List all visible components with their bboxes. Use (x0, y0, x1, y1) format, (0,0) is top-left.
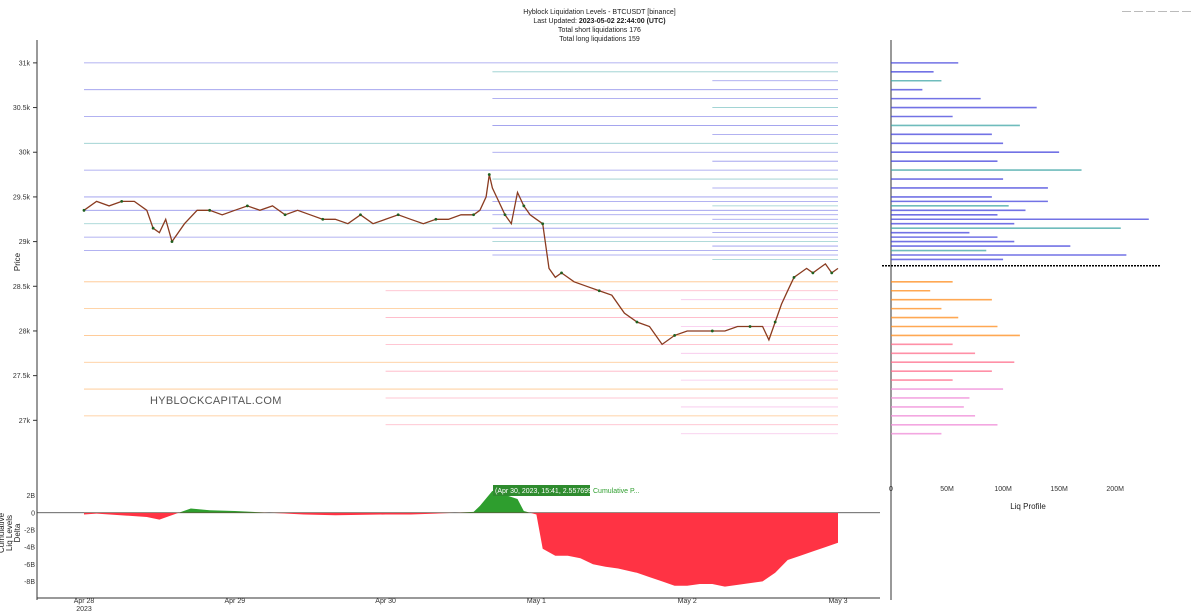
y-tick-label: 28k (19, 328, 31, 335)
delta-y-tick-label: -6B (24, 562, 35, 569)
hover-tooltip: (Apr 30, 2023, 15:41, 2.557699B)Cumulati… (493, 485, 640, 496)
price-point (321, 217, 325, 221)
x-tick-label: May 3 (828, 598, 847, 605)
delta-y-axis-title: Delta (13, 523, 22, 542)
price-point (434, 217, 438, 221)
reset-axes-icon[interactable] (1170, 11, 1179, 15)
price-point (283, 213, 287, 217)
delta-negative-area (84, 512, 838, 587)
profile-x-tick-label: 50M (940, 486, 954, 493)
price-point (811, 271, 815, 275)
tooltip-series: Cumulative P... (593, 488, 640, 495)
last-updated: Last Updated: 2023-05-02 22:44:00 (UTC) (0, 17, 1199, 26)
x-tick-label: May 1 (527, 598, 546, 605)
y-tick-label: 27.5k (13, 373, 31, 380)
tooltip-box (493, 485, 590, 496)
x-tick-label: May 2 (678, 598, 697, 605)
profile-x-tick-label: 200M (1106, 486, 1124, 493)
price-point (773, 320, 777, 324)
delta-y-tick-label: -2B (24, 527, 35, 534)
price-point (635, 320, 639, 324)
chart-title: Hyblock Liquidation Levels - BTCUSDT [bi… (523, 9, 676, 16)
price-point (472, 213, 475, 217)
x-tick-label: Apr 29 (224, 598, 245, 605)
modebar[interactable] (1119, 2, 1191, 20)
x-tick-label: 2023 (76, 606, 92, 613)
total-long-liquidations: Total long liquidations 159 (559, 36, 640, 43)
price-point (710, 329, 714, 333)
price-point (359, 213, 362, 217)
delta-y-tick-label: -8B (24, 579, 35, 586)
price-point (396, 213, 400, 217)
price-point (245, 204, 249, 208)
price-point (208, 208, 212, 212)
delta-y-tick-label: -4B (24, 545, 35, 552)
zoom-out-icon[interactable] (1158, 11, 1167, 15)
profile-x-tick-label: 150M (1050, 486, 1068, 493)
y-tick-label: 29.5k (13, 194, 31, 201)
price-point (792, 275, 796, 279)
price-point (830, 271, 834, 275)
liq-profile-plot[interactable]: 0 50M 100M 150M 200M Liq Profile (882, 62, 1160, 511)
y-tick-label: 28.5k (13, 284, 31, 291)
price-point (487, 173, 491, 176)
zoom-in-icon[interactable] (1146, 11, 1155, 15)
delta-y-tick-label: 0 (31, 510, 35, 517)
total-short-liquidations: Total short liquidations 176 (558, 27, 641, 34)
y-tick-label: 30k (19, 150, 31, 157)
y-axis-title: Price (13, 252, 22, 271)
zoom-icon[interactable] (1122, 11, 1131, 15)
chart-header: Hyblock Liquidation Levels - BTCUSDT [bi… (0, 8, 1199, 44)
price-point (673, 334, 677, 337)
profile-x-tick-label: 0 (889, 486, 893, 493)
price-point (503, 213, 507, 217)
delta-y-tick-label: 2B (26, 493, 35, 500)
y-tick-label: 29k (19, 239, 31, 246)
delta-y-axis-title: Liq Levels (5, 515, 14, 551)
last-updated-value: 2023-05-02 22:44:00 (UTC) (578, 18, 666, 25)
pan-icon[interactable] (1134, 11, 1143, 15)
price-plot[interactable]: 27k 27.5k 28k 28.5k 29k 29.5k 30k 30.5k 31k Price (13, 40, 892, 600)
price-point (541, 222, 545, 226)
price-point (82, 208, 86, 212)
price-point (597, 289, 601, 293)
delta-y-axis-title: Cumulative (0, 512, 6, 553)
price-line (83, 174, 839, 346)
y-tick-label: 31k (19, 60, 31, 67)
price-point (151, 226, 155, 230)
x-tick-label: Apr 28 (74, 598, 95, 605)
last-updated-label: Last Updated: (533, 18, 579, 25)
price-point (522, 204, 526, 208)
profile-x-axis-title: Liq Profile (1010, 502, 1046, 511)
profile-x-tick-label: 100M (994, 486, 1012, 493)
price-point (560, 271, 563, 275)
download-icon[interactable] (1182, 11, 1191, 15)
price-point (170, 240, 174, 243)
y-tick-label: 27k (19, 418, 31, 425)
watermark: HYBLOCKCAPITAL.COM (150, 395, 282, 407)
y-tick-label: 30.5k (13, 105, 31, 112)
x-tick-label: Apr 30 (375, 598, 396, 605)
price-point (748, 325, 752, 328)
price-point (120, 199, 124, 203)
tooltip-text: (Apr 30, 2023, 15:41, 2.557699B) (495, 488, 599, 495)
